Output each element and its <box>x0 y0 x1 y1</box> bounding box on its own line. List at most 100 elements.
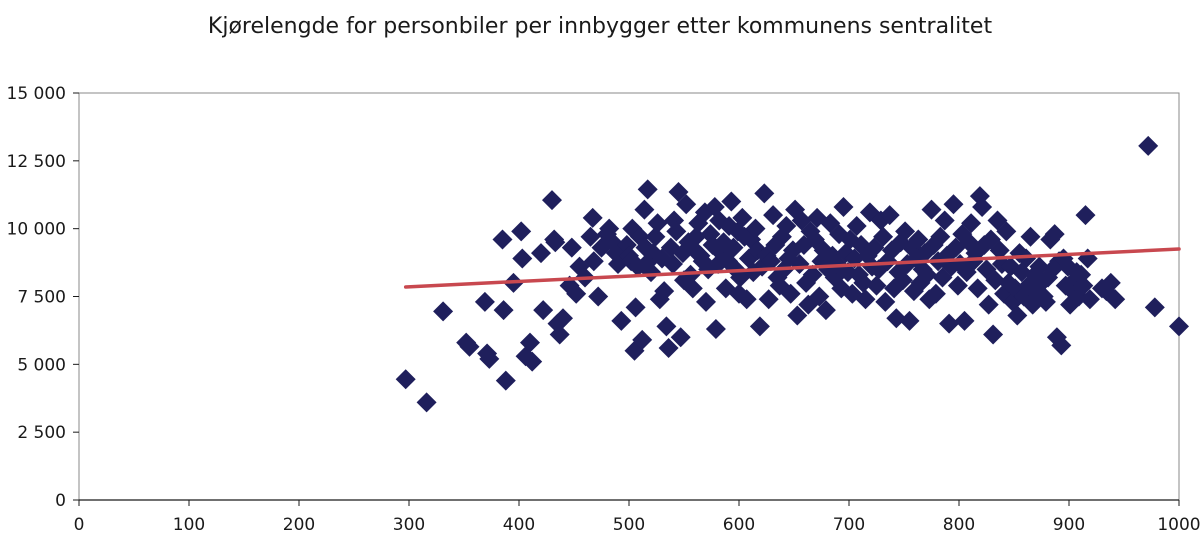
x-tick-label: 200 <box>283 515 315 535</box>
data-point <box>1105 289 1126 310</box>
data-point <box>967 278 988 299</box>
data-point <box>917 264 938 285</box>
data-point <box>736 289 757 310</box>
data-point <box>787 305 808 326</box>
data-point <box>921 199 942 220</box>
data-point <box>634 199 655 220</box>
x-tick-label: 600 <box>723 515 755 535</box>
data-point <box>873 226 894 247</box>
data-point <box>549 324 570 345</box>
data-point <box>763 205 784 226</box>
y-tick-label: 15 000 <box>7 84 66 104</box>
data-point <box>780 283 801 304</box>
data-point <box>495 370 516 391</box>
x-tick-label: 100 <box>173 515 205 535</box>
x-tick-label: 900 <box>1053 515 1085 535</box>
data-point <box>1044 224 1065 245</box>
data-point <box>433 301 454 322</box>
data-point <box>580 226 601 247</box>
data-point <box>1016 248 1037 269</box>
data-point <box>1073 275 1094 296</box>
data-point <box>972 196 993 217</box>
data-point <box>1079 289 1100 310</box>
data-point <box>866 275 887 296</box>
data-point <box>853 272 874 293</box>
data-point <box>886 308 907 329</box>
data-point <box>416 392 437 413</box>
data-point <box>670 327 691 348</box>
x-tick-label: 400 <box>503 515 535 535</box>
data-point <box>978 294 999 315</box>
data-point <box>625 297 646 318</box>
data-point <box>908 229 929 250</box>
y-tick-label: 10 000 <box>7 220 66 240</box>
data-point <box>637 179 658 200</box>
data-point <box>1051 335 1072 356</box>
x-tick-label: 1000 <box>1157 515 1200 535</box>
data-point <box>802 264 823 285</box>
data-point <box>493 300 514 321</box>
data-point <box>705 319 726 340</box>
data-point <box>989 240 1010 261</box>
x-tick-label: 700 <box>833 515 865 535</box>
data-point <box>754 183 775 204</box>
data-point <box>879 205 900 226</box>
data-point <box>721 191 742 212</box>
data-point <box>1075 205 1096 226</box>
data-point <box>1169 316 1189 337</box>
data-point <box>1144 297 1165 318</box>
data-point <box>676 194 697 215</box>
data-point <box>996 221 1017 242</box>
y-tick-label: 7 500 <box>17 288 66 308</box>
data-point <box>459 336 480 357</box>
data-point <box>654 281 675 302</box>
data-point <box>760 251 781 272</box>
data-point <box>961 213 982 234</box>
data-point <box>545 232 566 253</box>
y-tick-label: 2 500 <box>17 423 66 443</box>
data-point <box>895 221 916 242</box>
data-point <box>776 215 797 236</box>
data-point <box>749 316 770 337</box>
data-point <box>939 313 960 334</box>
data-point <box>658 338 679 359</box>
data-point <box>511 221 532 242</box>
data-point <box>647 213 668 234</box>
data-point <box>732 207 753 228</box>
data-point <box>833 196 854 217</box>
data-point <box>877 251 898 272</box>
data-point <box>583 251 604 272</box>
data-point <box>561 237 582 258</box>
x-tick-label: 300 <box>393 515 425 535</box>
data-point <box>533 300 554 321</box>
data-point <box>542 190 562 211</box>
data-point <box>553 308 573 329</box>
data-point <box>1007 305 1028 326</box>
x-tick-label: 0 <box>74 515 85 535</box>
data-point <box>479 348 500 369</box>
data-point <box>815 300 836 321</box>
data-point <box>892 270 913 291</box>
data-point <box>512 248 533 269</box>
data-point <box>809 286 830 307</box>
data-point <box>925 283 946 304</box>
data-point <box>645 226 666 247</box>
data-point <box>875 291 896 312</box>
data-point <box>723 237 744 258</box>
data-point <box>682 278 703 299</box>
data-point <box>947 275 968 296</box>
data-point <box>632 329 653 350</box>
data-point <box>696 291 716 312</box>
data-point <box>1020 226 1041 247</box>
data-point <box>599 218 620 239</box>
data-point <box>1100 272 1121 293</box>
data-point <box>985 270 1006 291</box>
data-point <box>758 289 779 310</box>
data-point <box>611 310 632 331</box>
y-tick-label: 12 500 <box>7 152 66 172</box>
data-point <box>566 283 587 304</box>
data-point <box>656 316 677 337</box>
data-point <box>899 310 920 331</box>
